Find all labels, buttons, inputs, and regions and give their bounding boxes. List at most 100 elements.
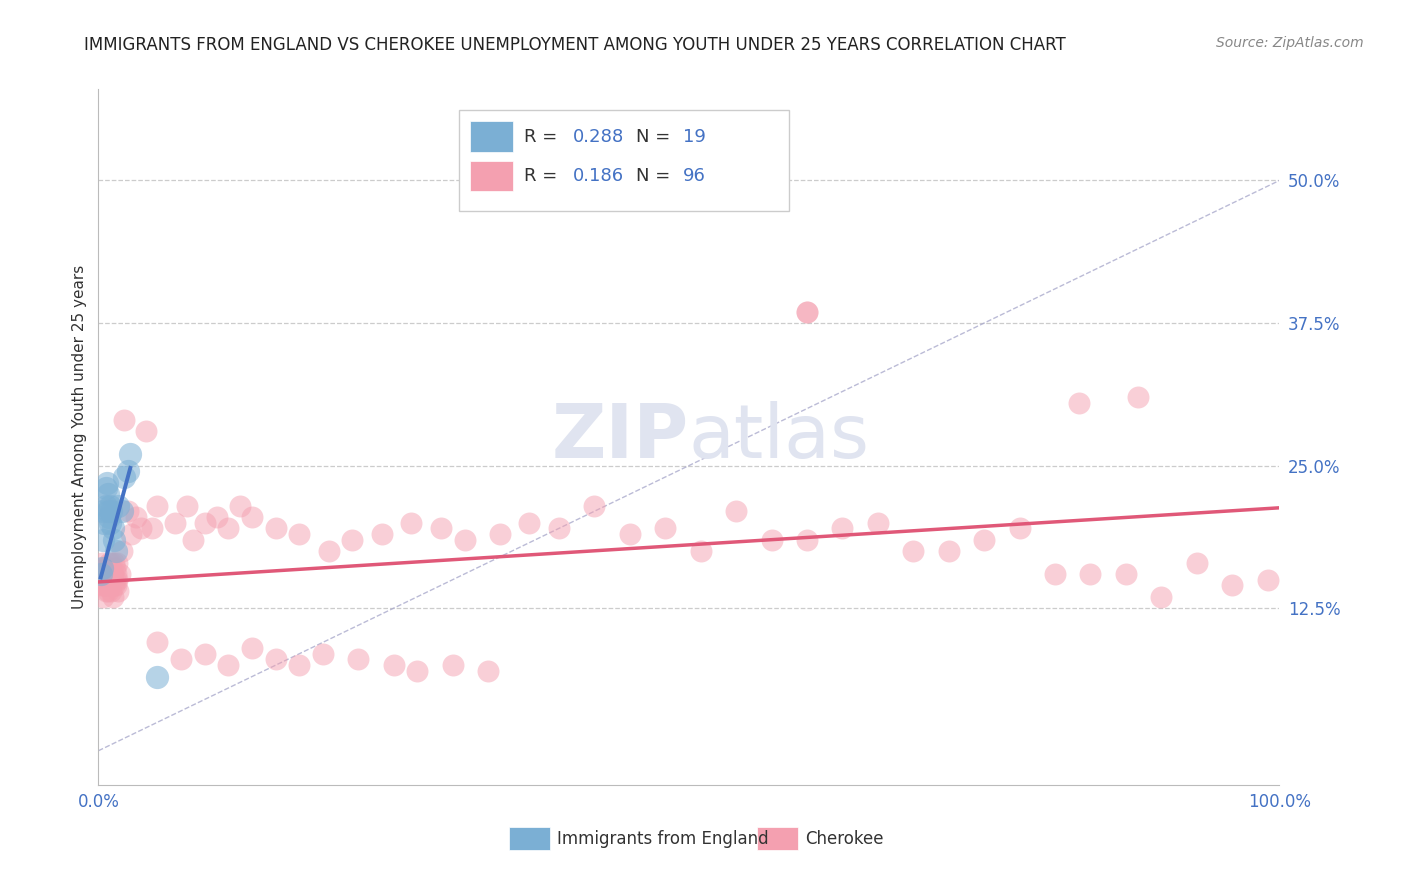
Point [135, 425, 157, 439]
Point [105, 556, 128, 570]
Point [103, 578, 125, 592]
Point [94, 499, 117, 513]
FancyBboxPatch shape [471, 121, 513, 152]
Point [100, 556, 122, 570]
Text: atlas: atlas [689, 401, 870, 474]
Point [103, 556, 125, 570]
Point [1008, 521, 1031, 535]
Point [91, 561, 114, 575]
Point [489, 527, 512, 541]
Point [90, 566, 112, 581]
Point [94, 584, 117, 599]
Point [120, 447, 142, 461]
Point [938, 544, 960, 558]
Point [91, 578, 114, 592]
Point [866, 516, 889, 530]
Point [94, 561, 117, 575]
Point [91, 561, 114, 575]
Point [111, 544, 134, 558]
Point [217, 658, 239, 673]
Point [98, 510, 121, 524]
Point [240, 641, 263, 656]
Point [382, 658, 405, 673]
Text: ZIP: ZIP [551, 401, 689, 474]
Point [194, 516, 217, 530]
Point [1115, 566, 1137, 581]
Point [146, 670, 169, 684]
Text: R =: R = [523, 167, 562, 186]
Point [105, 578, 128, 592]
Point [91, 590, 114, 604]
Point [93, 516, 115, 530]
Point [96, 475, 118, 490]
Point [101, 521, 124, 535]
Text: R =: R = [523, 128, 562, 145]
Point [725, 504, 748, 518]
Text: N =: N = [636, 167, 676, 186]
Point [1257, 573, 1279, 587]
Point [146, 499, 169, 513]
Point [105, 566, 128, 581]
Point [111, 504, 134, 518]
Point [104, 561, 127, 575]
Point [117, 504, 139, 518]
Point [108, 566, 131, 581]
Point [98, 573, 121, 587]
Point [98, 566, 121, 581]
Point [104, 573, 127, 587]
Point [101, 590, 124, 604]
Text: Immigrants from England: Immigrants from England [557, 830, 768, 847]
Point [371, 527, 394, 541]
Point [548, 521, 571, 535]
Point [583, 499, 606, 513]
Point [146, 635, 169, 649]
Point [105, 544, 128, 558]
Point [229, 499, 252, 513]
Point [112, 413, 135, 427]
Point [1185, 556, 1208, 570]
Point [98, 556, 121, 570]
Point [91, 504, 114, 518]
Point [342, 533, 364, 547]
Point [91, 556, 114, 570]
Text: 19: 19 [683, 128, 706, 145]
Point [519, 516, 541, 530]
Point [125, 510, 148, 524]
Point [101, 566, 124, 581]
FancyBboxPatch shape [471, 161, 513, 192]
Point [288, 527, 311, 541]
Point [654, 521, 676, 535]
Point [165, 516, 187, 530]
Point [97, 504, 120, 518]
FancyBboxPatch shape [758, 827, 797, 850]
Point [288, 658, 311, 673]
Point [97, 561, 120, 575]
Point [312, 647, 335, 661]
Point [401, 516, 423, 530]
Point [170, 652, 193, 666]
Text: Cherokee: Cherokee [804, 830, 883, 847]
Point [264, 652, 287, 666]
Point [98, 516, 121, 530]
Point [831, 521, 853, 535]
Point [103, 533, 125, 547]
Point [619, 527, 641, 541]
Point [441, 658, 464, 673]
Point [97, 584, 120, 599]
Point [796, 304, 818, 318]
Point [796, 304, 818, 318]
Point [264, 521, 287, 535]
Point [107, 499, 129, 513]
Point [1080, 566, 1102, 581]
Point [1150, 590, 1173, 604]
Point [761, 533, 783, 547]
Point [112, 470, 135, 484]
Point [1220, 578, 1243, 592]
Point [1126, 390, 1149, 404]
Point [176, 499, 198, 513]
Point [98, 561, 121, 575]
Point [406, 664, 429, 678]
Point [240, 510, 263, 524]
FancyBboxPatch shape [509, 827, 550, 850]
Text: 0.288: 0.288 [574, 128, 624, 145]
